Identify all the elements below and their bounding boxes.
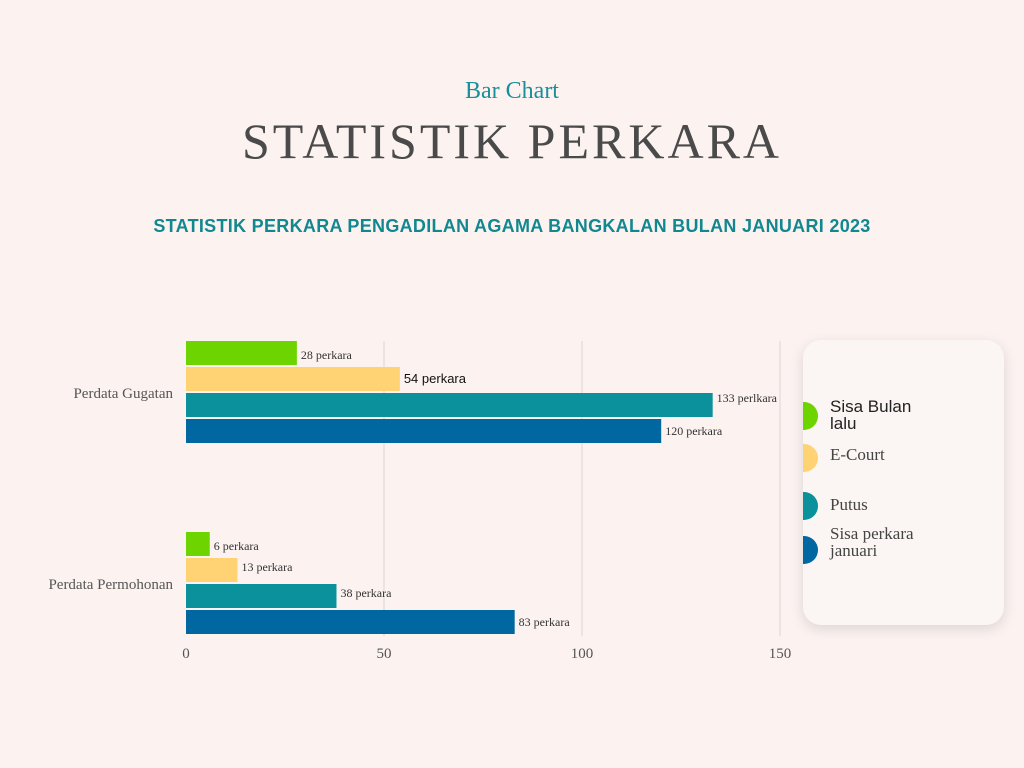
bar <box>186 610 515 634</box>
legend-swatch-blue <box>803 536 818 564</box>
bar <box>186 341 297 365</box>
legend-label: Putus <box>830 495 868 514</box>
data-label: 54 perkara <box>404 371 467 386</box>
legend-label: E-Court <box>830 445 885 464</box>
data-label: 38 perkara <box>340 586 392 600</box>
legend-item-e-court: E-Court <box>803 440 1004 480</box>
page-title: STATISTIK PERKARA <box>241 113 783 169</box>
bar <box>186 532 210 556</box>
legend-label: Sisa perkara <box>830 524 914 543</box>
data-label: 6 perkara <box>214 539 260 553</box>
data-label: 133 perlkara <box>717 391 778 405</box>
legend-swatch-teal <box>803 492 818 520</box>
legend-label: Sisa Bulan <box>830 397 912 416</box>
bar <box>186 584 337 608</box>
x-tick-label: 0 <box>182 646 190 662</box>
legend-item-sisa-perkara-januari: Sisa perkara januari <box>803 525 1004 573</box>
bar <box>186 393 713 417</box>
legend: Sisa Bulan lalu E-Court Putus Sisa perka… <box>803 340 1004 625</box>
data-label: 13 perkara <box>241 560 293 574</box>
bar <box>186 367 400 391</box>
x-tick-label: 100 <box>571 646 594 662</box>
data-label: 83 perkara <box>519 615 571 629</box>
chart-kicker: Bar Chart <box>465 78 559 104</box>
legend-label: lalu <box>830 414 857 433</box>
bar <box>186 419 662 443</box>
legend-swatch-green <box>803 402 818 430</box>
x-tick-label: 50 <box>377 646 392 662</box>
x-tick-label: 150 <box>769 646 792 662</box>
legend-item-sisa-bulan-lalu: Sisa Bulan lalu <box>803 398 1004 438</box>
data-label: 120 perkara <box>665 424 723 438</box>
legend-item-putus: Putus <box>803 488 1004 528</box>
category-label: Perdata Permohonan <box>48 577 173 593</box>
category-label: Perdata Gugatan <box>73 386 173 402</box>
chart-subtitle: STATISTIK PERKARA PENGADILAN AGAMA BANGK… <box>153 216 871 236</box>
legend-swatch-yellow <box>803 444 818 472</box>
legend-label: januari <box>830 541 878 560</box>
bar <box>186 558 238 582</box>
data-label: 28 perkara <box>301 348 353 362</box>
